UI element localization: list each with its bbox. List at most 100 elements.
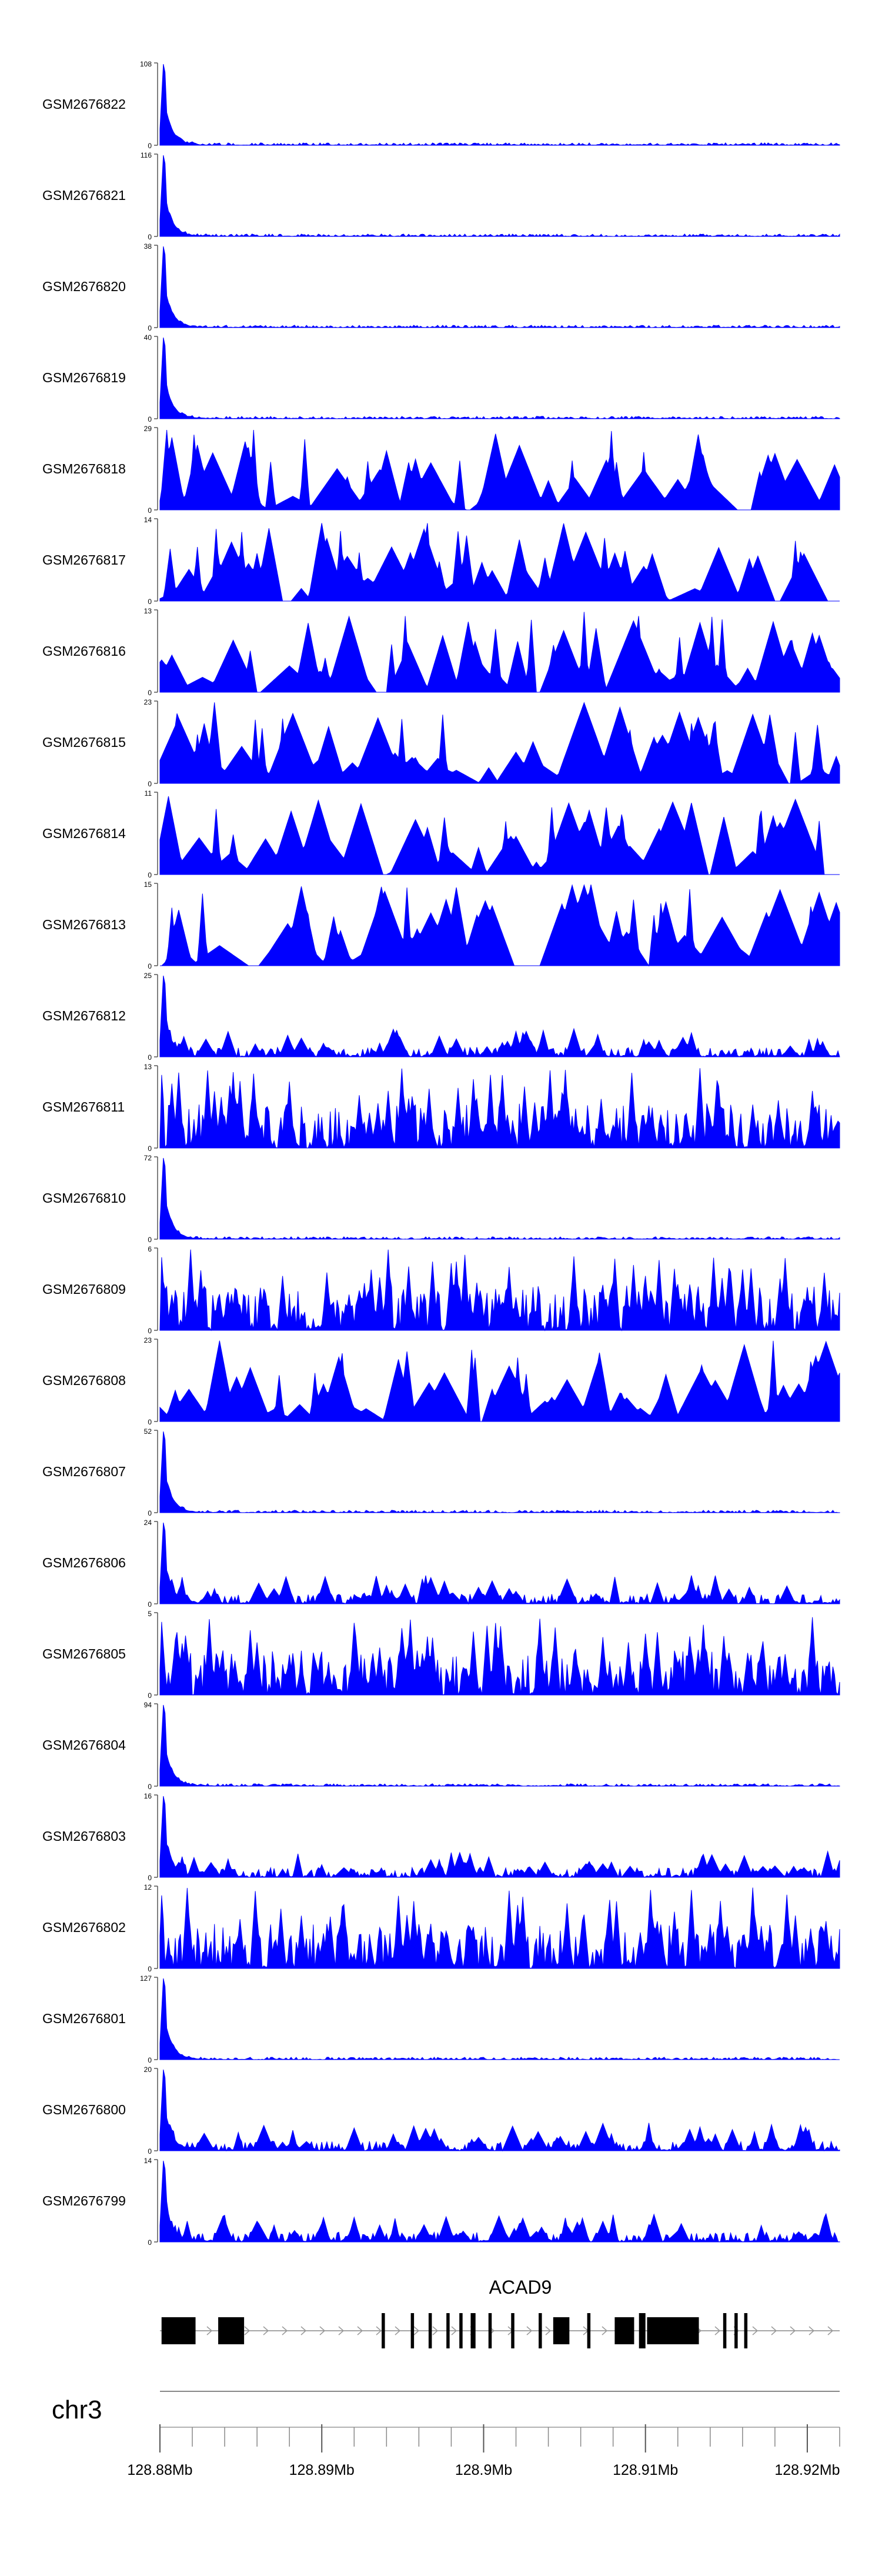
coverage-area — [159, 2160, 840, 2243]
track-label: GSM2676813 — [42, 917, 126, 932]
strand-arrow — [376, 2326, 382, 2335]
track-ymin-label: 0 — [148, 689, 152, 697]
track: GSM2676812 25 0 — [42, 972, 840, 1062]
track-ymax-label: 20 — [144, 2066, 152, 2074]
track-ymax-label: 14 — [144, 516, 152, 524]
track-ymax-label: 12 — [144, 1883, 152, 1891]
strand-arrow — [808, 2326, 815, 2335]
exon — [614, 2317, 634, 2344]
coverage-area — [159, 975, 840, 1058]
coverage-tracks: GSM26768221080GSM26768211160GSM267682038… — [42, 60, 840, 2247]
axis-tick-label: 128.91Mb — [613, 2462, 678, 2478]
chromosome-label: chr3 — [52, 2395, 102, 2424]
exon — [734, 2313, 738, 2348]
track-ymax-label: 38 — [144, 242, 152, 251]
track-ymax-label: 13 — [144, 1063, 152, 1071]
strand-arrow — [282, 2326, 288, 2335]
track: GSM2676811 13 0 — [42, 1063, 840, 1153]
coverage-area — [159, 1617, 840, 1696]
coverage-area — [159, 523, 840, 602]
track-ymax-label: 24 — [144, 1519, 152, 1527]
track-ymax-label: 40 — [144, 333, 152, 342]
coverage-area — [159, 64, 840, 146]
track-ymin-label: 0 — [148, 324, 152, 332]
strand-arrow — [526, 2326, 533, 2335]
track-ymax-label: 108 — [140, 60, 152, 68]
track-ymax-label: 94 — [144, 1701, 152, 1709]
track: GSM2676822 108 0 — [42, 60, 840, 150]
track-ymax-label: 11 — [145, 789, 152, 798]
coverage-area — [159, 1887, 840, 1970]
coverage-area — [159, 246, 840, 328]
track: GSM2676814 11 0 — [42, 789, 840, 879]
strand-arrow — [357, 2326, 363, 2335]
gene-model-track: ACAD9 — [160, 2277, 840, 2348]
exon — [723, 2313, 727, 2348]
exon — [459, 2313, 463, 2348]
track-ymax-label: 14 — [144, 2157, 152, 2165]
coverage-area — [159, 1796, 840, 1878]
strand-arrow — [432, 2326, 439, 2335]
strand-arrow — [395, 2326, 401, 2335]
coverage-area — [159, 1249, 840, 1332]
genome-axis: chr3 128.88Mb 128.89Mb 128.9Mb 128.91Mb 128.9… — [52, 2391, 840, 2478]
track-label: GSM2676811 — [42, 1099, 125, 1115]
track-ymin-label: 0 — [148, 1236, 152, 1244]
coverage-area — [159, 702, 840, 784]
strand-arrow — [602, 2326, 608, 2335]
track: GSM2676805 5 0 — [42, 1610, 840, 1700]
track-ymax-label: 116 — [141, 151, 152, 159]
strand-arrow — [319, 2326, 326, 2335]
exon — [488, 2313, 492, 2348]
track-label: GSM2676819 — [42, 370, 126, 385]
axis-tick-label: 128.89Mb — [289, 2462, 355, 2478]
coverage-area — [159, 1157, 840, 1240]
track-ymin-label: 0 — [148, 415, 152, 423]
strand-arrow — [206, 2326, 213, 2335]
track: GSM2676821 116 0 — [42, 151, 840, 241]
track-label: GSM2676817 — [42, 552, 126, 568]
track-ymax-label: 127 — [140, 1974, 152, 1983]
track: GSM2676807 52 0 — [42, 1427, 840, 1517]
track-ymin-label: 0 — [148, 1691, 152, 1700]
track-ymax-label: 5 — [148, 1610, 152, 1618]
track-ymin-label: 0 — [148, 1965, 152, 1973]
track-label: GSM2676803 — [42, 1828, 126, 1844]
strand-arrow — [827, 2326, 834, 2335]
track-ymin-label: 0 — [148, 142, 152, 150]
track: GSM2676808 23 0 — [42, 1336, 840, 1426]
track-label: GSM2676807 — [42, 1464, 126, 1479]
track-label: GSM2676822 — [42, 96, 126, 112]
track: GSM2676810 72 0 — [42, 1154, 840, 1244]
coverage-area — [159, 429, 840, 510]
track-ymin-label: 0 — [148, 871, 152, 879]
coverage-area — [159, 796, 840, 875]
track: GSM2676816 13 0 — [42, 607, 840, 697]
track-ymax-label: 6 — [148, 1245, 152, 1253]
exon — [744, 2313, 748, 2348]
track: GSM2676801 127 0 — [42, 1974, 840, 2064]
track-label: GSM2676810 — [42, 1190, 126, 1206]
coverage-area — [159, 1522, 840, 1605]
track: GSM2676817 14 0 — [42, 516, 840, 606]
exon — [218, 2317, 245, 2344]
exon — [639, 2313, 646, 2348]
track-label: GSM2676812 — [42, 1008, 126, 1023]
track-label: GSM2676800 — [42, 2102, 126, 2117]
track-label: GSM2676801 — [42, 2011, 126, 2026]
coverage-area — [159, 337, 840, 419]
track-label: GSM2676802 — [42, 1920, 126, 1935]
track-ymax-label: 25 — [144, 972, 152, 980]
track: GSM2676809 6 0 — [42, 1245, 840, 1335]
track-ymin-label: 0 — [148, 962, 152, 970]
track: GSM2676804 94 0 — [42, 1701, 840, 1791]
strand-arrow — [244, 2326, 250, 2335]
coverage-area — [159, 612, 840, 693]
coverage-area — [159, 155, 840, 237]
track: GSM2676800 20 0 — [42, 2066, 840, 2155]
track-ymax-label: 13 — [144, 607, 152, 615]
coverage-area — [159, 1068, 840, 1149]
track: GSM2676799 14 0 — [42, 2157, 840, 2247]
track-label: GSM2676814 — [42, 826, 126, 841]
coverage-area — [159, 1978, 840, 2060]
